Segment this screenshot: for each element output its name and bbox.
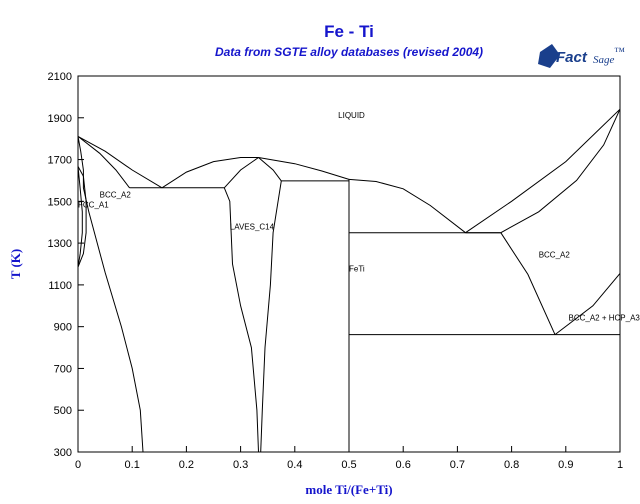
x-axis: 0 0.1 0.2 0.3 0.4 0.5 0.6 0.7 0.8 0.9 1 <box>75 446 623 471</box>
y-axis-label: T (K) <box>8 249 23 279</box>
y-tick-label: 1500 <box>48 196 72 208</box>
region-label: BCC_A2 + HCP_A3 <box>569 313 640 322</box>
x-tick-label: 0.7 <box>450 459 465 471</box>
region-label: BCC_A2 <box>100 191 132 200</box>
boundary-laves-peak-left <box>223 157 259 189</box>
boundary-solidus-ti-bcc <box>465 108 621 234</box>
x-tick-label: 1 <box>617 459 623 471</box>
phase-region-labels: LIQUIDBCC_A2FCC_A1LAVES_C14FeTiBCC_A2BCC… <box>78 111 640 323</box>
x-tick-label: 0.9 <box>558 459 573 471</box>
boundary-laves-left-boundary <box>223 187 259 453</box>
boundary-laves-right-boundary <box>260 180 282 453</box>
boundary-liquidus-laves-right <box>258 157 350 180</box>
x-tick-label: 0.5 <box>341 459 356 471</box>
y-tick-label: 2100 <box>48 71 72 83</box>
region-label: LAVES_C14 <box>230 223 275 232</box>
chart-subtitle: Data from SGTE alloy databases (revised … <box>215 45 483 59</box>
x-tick-label: 0 <box>75 459 81 471</box>
y-tick-label: 900 <box>54 322 72 334</box>
y-tick-label: 700 <box>54 363 72 375</box>
x-tick-label: 0.6 <box>396 459 411 471</box>
x-tick-label: 0.2 <box>179 459 194 471</box>
y-tick-label: 300 <box>54 447 72 459</box>
boundary-bcc-fe-boundary <box>77 136 144 453</box>
y-tick-label: 1100 <box>48 280 72 292</box>
x-tick-label: 0.1 <box>125 459 140 471</box>
logo-sage-text: Sage <box>593 54 615 66</box>
chart-title: Fe - Ti <box>324 22 374 41</box>
boundary-hcp-boundary <box>554 273 621 335</box>
boundary-liquidus-ti <box>465 108 621 234</box>
y-tick-label: 1300 <box>48 238 72 250</box>
boundary-liquidus-fe-left <box>77 135 163 189</box>
factsage-logo-icon: Fact Sage ™ <box>538 44 625 68</box>
boundary-bcc-solvus <box>500 232 556 335</box>
boundary-solidus-fe-bcc <box>77 136 130 189</box>
x-tick-label: 0.3 <box>233 459 248 471</box>
y-axis: 300 500 700 900 1100 1300 1500 1700 1900 2100 <box>48 71 84 459</box>
x-tick-label: 0.4 <box>287 459 302 471</box>
y-tick-label: 500 <box>54 405 72 417</box>
logo-fact-text: Fact <box>556 49 588 66</box>
y-tick-label: 1700 <box>48 155 72 167</box>
region-label: LIQUID <box>338 111 365 120</box>
logo-tm-text: ™ <box>614 46 625 58</box>
boundary-liquidus-mid <box>348 178 466 234</box>
x-axis-label: mole Ti/(Fe+Ti) <box>305 482 392 497</box>
phase-boundaries <box>77 108 621 453</box>
region-label: BCC_A2 <box>539 251 571 260</box>
boundary-gamma-loop-inner <box>77 166 83 268</box>
boundary-gamma-loop <box>77 166 87 268</box>
boundary-liquidus-laves-left <box>161 157 259 189</box>
y-tick-label: 1900 <box>48 113 72 125</box>
x-tick-label: 0.8 <box>504 459 519 471</box>
boundary-laves-peak-right <box>258 157 282 182</box>
region-label: FeTi <box>349 264 365 273</box>
region-label: FCC_A1 <box>78 201 109 210</box>
